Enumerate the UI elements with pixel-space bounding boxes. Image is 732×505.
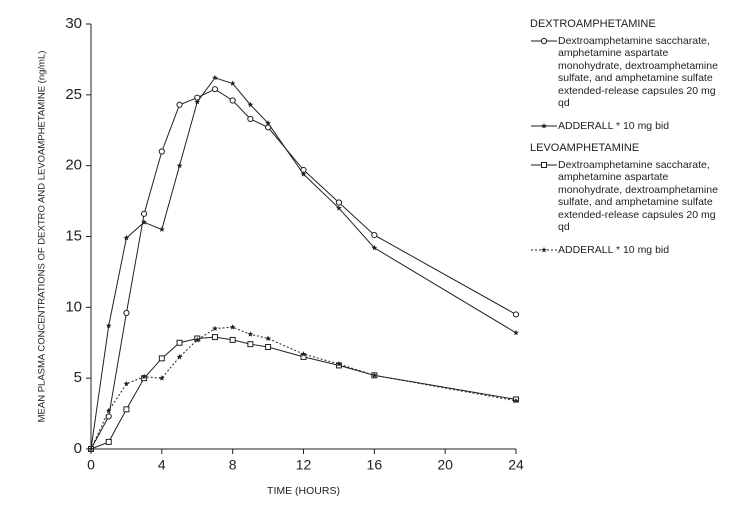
x-tick-label: 0: [87, 457, 95, 473]
marker: [300, 171, 307, 177]
marker: [158, 148, 165, 155]
legend-swatch: [531, 122, 557, 128]
marker: [265, 120, 271, 126]
marker: [336, 361, 342, 367]
legend-label: ADDERALL * 10 mg bid: [558, 119, 670, 132]
marker: [105, 407, 112, 414]
marker: [123, 406, 130, 413]
marker: [176, 339, 183, 346]
marker: [513, 397, 519, 404]
marker: [105, 322, 112, 329]
marker: [123, 234, 130, 241]
legend-entry: Dextroamphetamine saccharate, amphetamin…: [530, 35, 725, 110]
marker: [158, 226, 165, 232]
legend-marker: [541, 246, 547, 252]
legend-marker: [540, 37, 548, 44]
marker: [229, 97, 236, 104]
marker: [265, 335, 271, 341]
y-tick-label: 15: [65, 227, 82, 244]
marker: [265, 344, 272, 350]
marker: [512, 311, 520, 318]
marker: [176, 101, 183, 108]
marker: [194, 336, 201, 343]
legend: DEXTROAMPHETAMINE Dextroamphetamine sacch…: [530, 18, 725, 266]
x-tick-label: 20: [437, 457, 453, 473]
y-tick-label: 0: [74, 440, 82, 457]
legend-entry: Dextroamphetamine saccharate, amphetamin…: [530, 159, 725, 234]
marker: [158, 355, 165, 362]
x-tick-label: 16: [367, 457, 383, 473]
marker: [105, 438, 112, 445]
legend-swatch: [531, 246, 557, 252]
legend-entry: ADDERALL * 10 mg bid: [530, 244, 725, 257]
marker: [176, 353, 183, 360]
marker: [141, 373, 147, 380]
marker: [176, 162, 183, 169]
marker: [371, 244, 378, 251]
marker: [300, 351, 307, 357]
y-tick-label: 20: [65, 157, 82, 174]
marker: [211, 334, 218, 341]
x-tick-label: 24: [508, 457, 524, 473]
marker: [212, 325, 218, 332]
marker: [513, 329, 519, 336]
marker: [211, 86, 219, 93]
y-tick-label: 25: [65, 86, 82, 103]
y-tick-label: 5: [74, 369, 82, 386]
marker: [336, 205, 342, 211]
marker: [247, 115, 254, 123]
legend-swatch: [531, 37, 557, 44]
legend-swatch: [531, 161, 557, 168]
legend-title: LEVOAMPHETAMINE: [530, 142, 640, 154]
series-line: [90, 77, 517, 450]
marker: [247, 101, 254, 108]
x-axis-label: TIME (HOURS): [267, 485, 340, 497]
legend-title: DEXTROAMPHETAMINE: [530, 18, 656, 30]
marker: [123, 380, 130, 387]
marker: [212, 74, 218, 81]
x-tick-label: 12: [296, 457, 312, 473]
marker: [105, 413, 112, 420]
marker: [229, 80, 236, 86]
legend-marker: [541, 161, 547, 168]
marker: [247, 341, 254, 348]
x-tick-label: 4: [158, 457, 166, 473]
legend-entry: ADDERALL * 10 mg bid: [530, 120, 725, 133]
legend-label: ADDERALL * 10 mg bid: [558, 243, 670, 256]
x-tick-label: 8: [229, 457, 237, 473]
marker: [371, 372, 378, 378]
marker: [371, 231, 378, 239]
legend-label: Dextroamphetamine saccharate, amphetamin…: [558, 158, 718, 234]
marker: [158, 375, 165, 381]
marker: [88, 446, 94, 452]
marker: [229, 336, 236, 343]
marker: [335, 199, 343, 206]
series-line: [90, 88, 517, 450]
marker: [141, 219, 147, 225]
y-tick-label: 10: [65, 298, 82, 315]
y-tick-label: 30: [65, 15, 82, 32]
legend-marker: [541, 122, 547, 128]
marker: [141, 210, 148, 217]
marker: [229, 324, 236, 330]
y-axis-label: MEAN PLASMA CONCENTRATIONS OF DEXTRO AND…: [37, 51, 48, 423]
marker: [123, 309, 130, 317]
marker: [194, 98, 201, 105]
marker: [247, 331, 254, 337]
legend-label: Dextroamphetamine saccharate, amphetamin…: [558, 34, 718, 110]
